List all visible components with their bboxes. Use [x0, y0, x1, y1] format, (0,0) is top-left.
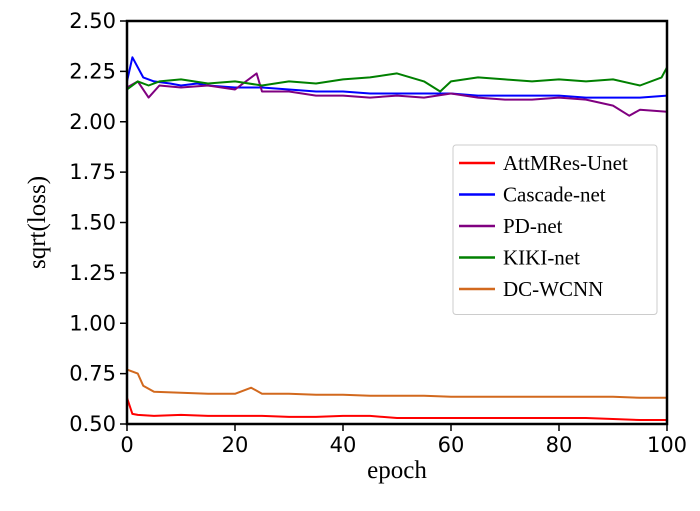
y-tick-label: 1.75 [69, 160, 116, 184]
y-axis-title: sqrt(loss) [24, 176, 51, 269]
legend-entry-label: KIKI-net [503, 246, 580, 270]
x-tick-label: 20 [222, 433, 249, 457]
x-axis-title: epoch [367, 457, 427, 484]
x-tick-label: 60 [438, 433, 465, 457]
y-axis-ticks: 0.50 0.75 1.00 1.25 1.50 1.75 2.00 2.25 2.50 [69, 9, 127, 436]
legend-entry-label: AttMRes-Unet [503, 151, 628, 175]
x-tick-label: 0 [120, 433, 133, 457]
y-tick-label: 1.00 [69, 311, 116, 335]
legend-entry-label: Cascade-net [503, 183, 606, 207]
y-tick-label: 1.50 [69, 211, 116, 235]
y-tick-label: 0.50 [69, 412, 116, 436]
legend-entry-label: PD-net [503, 214, 563, 238]
series-line-dc-wcnn [126, 368, 667, 399]
y-tick-label: 1.25 [69, 261, 116, 285]
series-line-kiki-net [126, 66, 668, 93]
series-line-pd-net [126, 72, 668, 117]
x-tick-label: 80 [546, 433, 573, 457]
y-tick-label: 2.00 [69, 110, 116, 134]
x-tick-label: 40 [330, 433, 357, 457]
y-tick-label: 0.75 [69, 362, 116, 386]
plot-area [126, 56, 668, 421]
legend-box [452, 144, 658, 315]
x-axis-ticks: 0 20 40 60 80 100 [120, 424, 687, 457]
legend-entry-label: DC-WCNN [503, 277, 603, 301]
series-line-attmres-unet [126, 397, 667, 421]
y-tick-label: 2.50 [69, 9, 116, 33]
x-tick-label: 100 [647, 433, 687, 457]
series-line-cascade-net [126, 56, 668, 99]
plot-frame [125, 19, 669, 426]
y-tick-label: 2.25 [69, 59, 116, 83]
legend: AttMRes-Unet Cascade-net PD-net KIKI-net DC-… [452, 144, 658, 315]
